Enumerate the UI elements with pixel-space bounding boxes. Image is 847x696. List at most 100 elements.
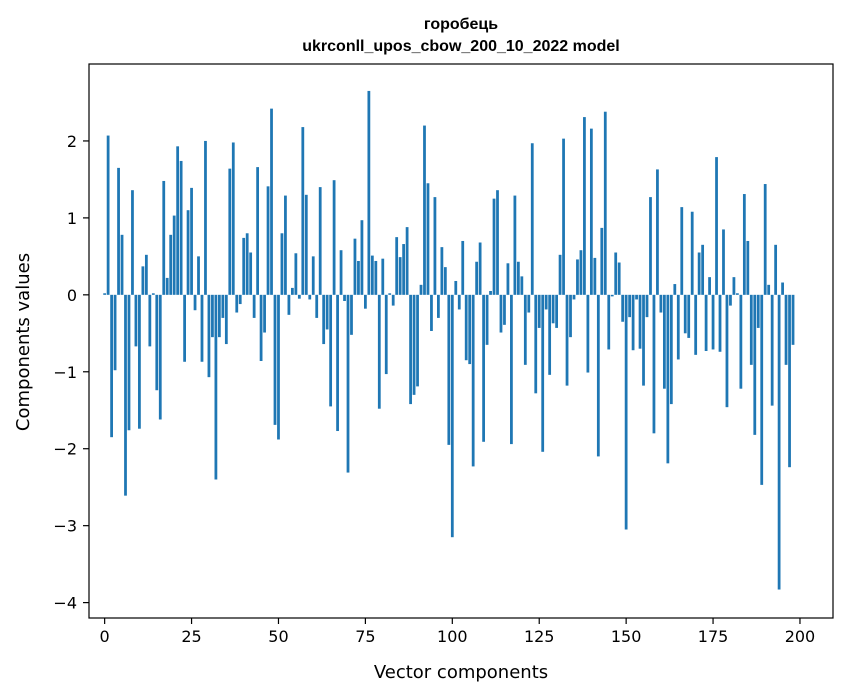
x-tick-label: 125 [524, 627, 555, 646]
bar [263, 294, 266, 333]
bar [708, 277, 711, 295]
bar [419, 284, 423, 295]
bar [760, 294, 764, 485]
bar [558, 254, 562, 295]
bar [443, 267, 447, 295]
bar [687, 294, 691, 338]
plot-frame [88, 63, 834, 619]
x-tick-label: 75 [355, 627, 375, 646]
bar [148, 294, 152, 347]
bar [659, 294, 663, 313]
bar [673, 284, 677, 295]
bar [357, 260, 360, 295]
x-tick-label: 175 [698, 627, 729, 646]
x-tick-label: 50 [268, 627, 288, 646]
bar [280, 233, 284, 295]
bar [656, 169, 659, 295]
bar [513, 195, 517, 295]
bar [530, 143, 534, 295]
bar [576, 259, 579, 295]
bar [520, 276, 524, 295]
x-axis-label: Vector components [374, 662, 548, 683]
bar [516, 261, 520, 295]
bar [555, 294, 558, 328]
bar [638, 294, 642, 349]
bar [485, 294, 489, 345]
bar [329, 294, 333, 407]
bar [120, 234, 124, 295]
bar [350, 294, 353, 335]
bar [204, 140, 207, 295]
y-tick-label: −2 [53, 440, 77, 459]
x-tick-label: 200 [785, 627, 816, 646]
bar [256, 167, 260, 295]
bar [364, 294, 367, 309]
bar [770, 294, 774, 406]
bar [377, 294, 381, 409]
bar [736, 293, 739, 295]
bar [259, 294, 263, 361]
bar [475, 261, 479, 295]
bar [614, 252, 618, 295]
bar [124, 294, 127, 496]
bar [318, 187, 322, 295]
bar [788, 294, 791, 468]
bar [426, 183, 430, 295]
bar [621, 294, 625, 322]
bar [162, 180, 166, 295]
bar [304, 194, 308, 295]
bar [332, 180, 336, 295]
bar [506, 263, 510, 295]
bar [395, 237, 399, 295]
bar [110, 294, 113, 438]
bar [155, 294, 159, 391]
bar [343, 294, 346, 301]
bar [301, 127, 305, 295]
chart-title: горобець [424, 16, 498, 33]
bar [666, 294, 670, 464]
bar [593, 257, 597, 295]
bar [583, 117, 586, 295]
bar [353, 238, 357, 295]
bar [266, 186, 270, 295]
bar [753, 294, 757, 435]
bar [784, 294, 788, 365]
bar [767, 284, 771, 295]
bar [680, 207, 684, 295]
bar [596, 294, 600, 457]
bar [569, 294, 572, 338]
bar [544, 294, 548, 310]
bar [430, 294, 433, 331]
bar [270, 108, 273, 295]
bar [294, 253, 298, 295]
bar [339, 250, 343, 295]
bar [297, 294, 301, 299]
y-tick-label: −1 [53, 363, 77, 382]
bar [416, 294, 419, 387]
bar [217, 294, 221, 338]
bar [183, 294, 186, 362]
bar [676, 294, 680, 360]
bar [186, 210, 190, 295]
bar [423, 125, 426, 295]
bar [781, 282, 784, 295]
bar [412, 294, 416, 395]
bar [496, 190, 499, 295]
bar [617, 262, 621, 295]
x-tick-label: 100 [437, 627, 468, 646]
bar [197, 256, 200, 295]
bar [433, 197, 437, 295]
bar [131, 190, 134, 295]
bar [384, 294, 388, 375]
y-tick-label: −3 [53, 517, 77, 536]
bar [277, 294, 280, 440]
bar [725, 294, 729, 408]
bar [211, 294, 214, 338]
bar [367, 90, 371, 295]
bar [190, 187, 193, 295]
bar [409, 294, 412, 405]
bar [127, 294, 131, 431]
bar [607, 294, 611, 350]
bar [471, 294, 475, 467]
